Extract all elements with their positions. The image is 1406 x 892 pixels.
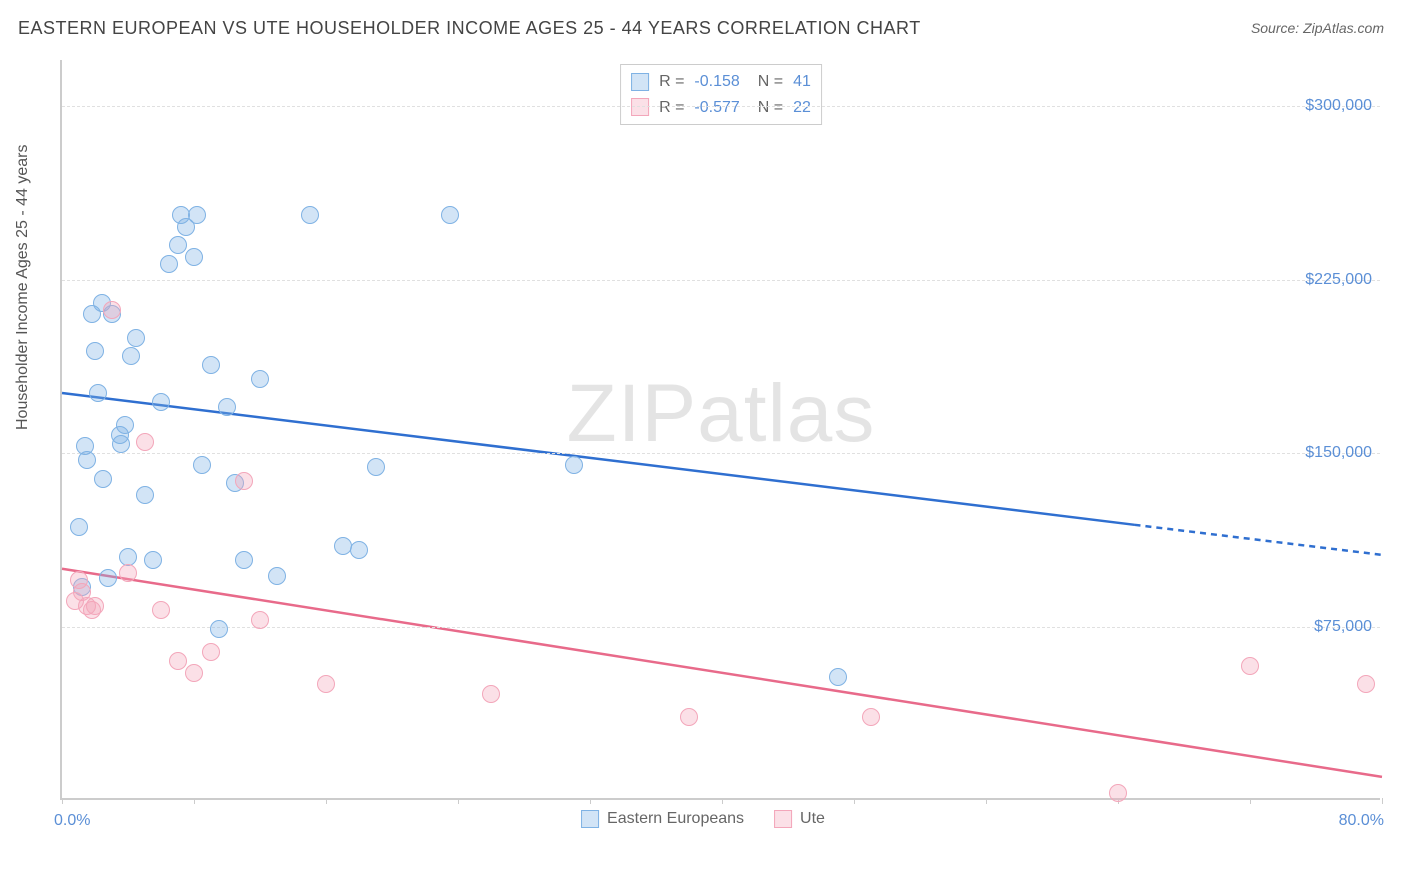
data-point [251,611,269,629]
data-point [317,675,335,693]
data-point [188,206,206,224]
data-point [185,664,203,682]
legend-stats-row-0: R = -0.158 N = 41 [631,69,811,95]
data-point [116,416,134,434]
data-point [86,342,104,360]
legend-r-value-0: -0.158 [694,69,739,95]
xtick-label-max: 80.0% [1339,812,1384,830]
data-point [70,518,88,536]
data-point [127,329,145,347]
data-point [829,668,847,686]
data-point [235,472,253,490]
ytick-label: $225,000 [1305,271,1372,289]
y-axis-label: Householder Income Ages 25 - 44 years [14,145,32,431]
data-point [218,398,236,416]
data-point [862,708,880,726]
gridline [62,106,1380,107]
data-point [152,393,170,411]
data-point [251,370,269,388]
data-point [441,206,459,224]
data-point [152,601,170,619]
xtick-mark [326,798,327,804]
xtick-mark [590,798,591,804]
data-point [235,551,253,569]
data-point [301,206,319,224]
data-point [169,236,187,254]
legend-n-value-1: 22 [793,95,811,121]
data-point [185,248,203,266]
data-point [202,643,220,661]
legend-r-label: R = [659,69,684,95]
xtick-mark [62,798,63,804]
legend-stats: R = -0.158 N = 41 R = -0.577 N = 22 [620,64,822,125]
data-point [202,356,220,374]
legend-n-label: N = [758,95,783,121]
xtick-mark [722,798,723,804]
legend-series: Eastern Europeans Ute [581,810,825,828]
legend-item: Eastern Europeans [581,810,744,828]
plot-area: ZIPatlas R = -0.158 N = 41 R = -0.577 N … [60,60,1380,800]
xtick-mark [986,798,987,804]
gridline [62,280,1380,281]
data-point [119,564,137,582]
ytick-label: $300,000 [1305,97,1372,115]
data-point [680,708,698,726]
legend-n-label: N = [758,69,783,95]
legend-r-label: R = [659,95,684,121]
trend-line [1135,525,1383,555]
data-point [193,456,211,474]
data-point [1357,675,1375,693]
swatch-series-0 [631,73,649,91]
legend-stats-row-1: R = -0.577 N = 22 [631,95,811,121]
legend-label: Eastern Europeans [607,810,744,828]
data-point [334,537,352,555]
data-point [1109,784,1127,802]
data-point [136,433,154,451]
legend-r-value-1: -0.577 [694,95,739,121]
xtick-label-min: 0.0% [54,812,90,830]
data-point [122,347,140,365]
data-point [136,486,154,504]
xtick-mark [1382,798,1383,804]
data-point [482,685,500,703]
data-point [86,597,104,615]
xtick-mark [854,798,855,804]
trend-lines-layer [62,60,1380,798]
source-label: Source: ZipAtlas.com [1251,20,1384,36]
data-point [94,470,112,488]
xtick-mark [1250,798,1251,804]
data-point [169,652,187,670]
legend-swatch [774,810,792,828]
data-point [78,451,96,469]
chart-title: EASTERN EUROPEAN VS UTE HOUSEHOLDER INCO… [18,18,921,39]
data-point [1241,657,1259,675]
ytick-label: $75,000 [1314,618,1372,636]
data-point [144,551,162,569]
xtick-mark [194,798,195,804]
data-point [160,255,178,273]
data-point [268,567,286,585]
data-point [99,569,117,587]
data-point [112,435,130,453]
legend-n-value-0: 41 [793,69,811,95]
trend-line [62,569,1382,777]
data-point [350,541,368,559]
data-point [89,384,107,402]
legend-swatch [581,810,599,828]
swatch-series-1 [631,98,649,116]
gridline [62,453,1380,454]
data-point [103,301,121,319]
data-point [210,620,228,638]
ytick-label: $150,000 [1305,444,1372,462]
legend-item: Ute [774,810,825,828]
xtick-mark [458,798,459,804]
data-point [565,456,583,474]
legend-label: Ute [800,810,825,828]
data-point [367,458,385,476]
